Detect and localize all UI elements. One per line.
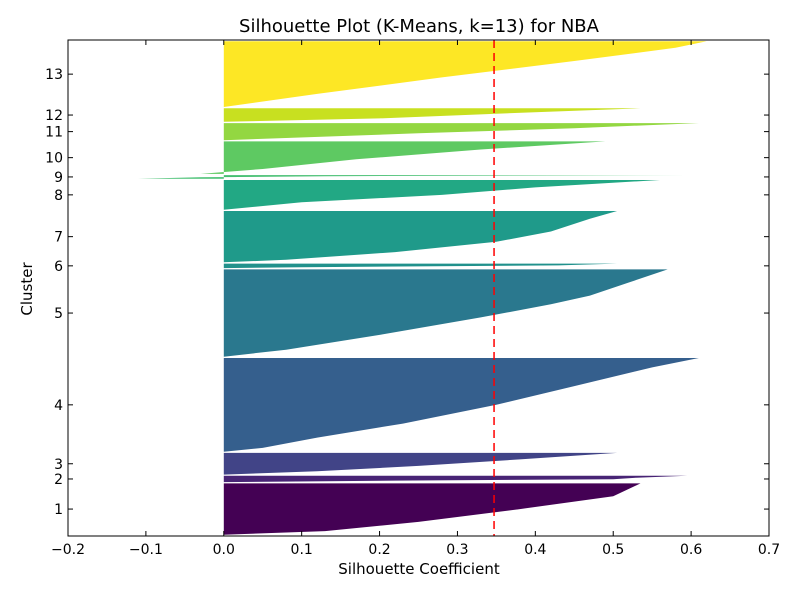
cluster-10-silhouette — [200, 141, 606, 174]
x-axis-label: Silhouette Coefficient — [338, 560, 500, 578]
y-tick-label: 7 — [54, 230, 63, 246]
cluster-8-silhouette — [223, 180, 661, 210]
y-tick-label: 6 — [54, 259, 63, 275]
plot-frame — [67, 39, 770, 537]
x-tick-label: 0.1 — [291, 542, 313, 558]
cluster-bars — [138, 41, 707, 535]
y-tick-label: 11 — [45, 125, 63, 141]
y-tick-label: 12 — [45, 108, 63, 124]
cluster-4-silhouette — [223, 358, 699, 452]
y-tick-label: 8 — [54, 188, 63, 204]
x-tick-label: 0.0 — [213, 542, 235, 558]
y-tick-label: 1 — [54, 502, 63, 518]
y-tick-label: 4 — [54, 398, 63, 414]
x-tick-label: −0.2 — [51, 542, 85, 558]
y-tick-label: 3 — [54, 457, 63, 473]
cluster-7-silhouette — [223, 211, 618, 263]
x-tick-label: 0.2 — [368, 542, 390, 558]
cluster-13-silhouette — [223, 41, 707, 107]
y-tick-label: 2 — [54, 472, 63, 488]
x-tick-label: 0.7 — [758, 542, 780, 558]
y-axis-label: Cluster — [18, 262, 36, 316]
x-tick-label: 0.4 — [524, 542, 546, 558]
y-tick-label: 10 — [45, 151, 63, 167]
x-tick-label: 0.5 — [602, 542, 624, 558]
x-tick-label: 0.6 — [680, 542, 702, 558]
x-tick-label: −0.1 — [129, 542, 163, 558]
cluster-5-silhouette — [223, 269, 668, 357]
y-tick-label: 13 — [45, 67, 63, 83]
cluster-2-silhouette — [223, 475, 688, 483]
cluster-12-silhouette — [223, 108, 641, 122]
y-tick-label: 9 — [54, 170, 63, 186]
chart-title: Silhouette Plot (K-Means, k=13) for NBA — [239, 16, 600, 37]
x-axis-ticks: −0.2 −0.1 0.0 0.1 0.2 0.3 0.4 0.5 0.6 0.7 — [51, 40, 780, 558]
cluster-1-silhouette — [223, 483, 641, 535]
cluster-11-silhouette — [223, 123, 699, 141]
cluster-3-silhouette — [223, 452, 618, 475]
cluster-9-silhouette — [138, 175, 688, 179]
cluster-6-silhouette — [223, 263, 618, 269]
x-tick-label: 0.3 — [446, 542, 468, 558]
y-tick-label: 5 — [54, 306, 63, 322]
